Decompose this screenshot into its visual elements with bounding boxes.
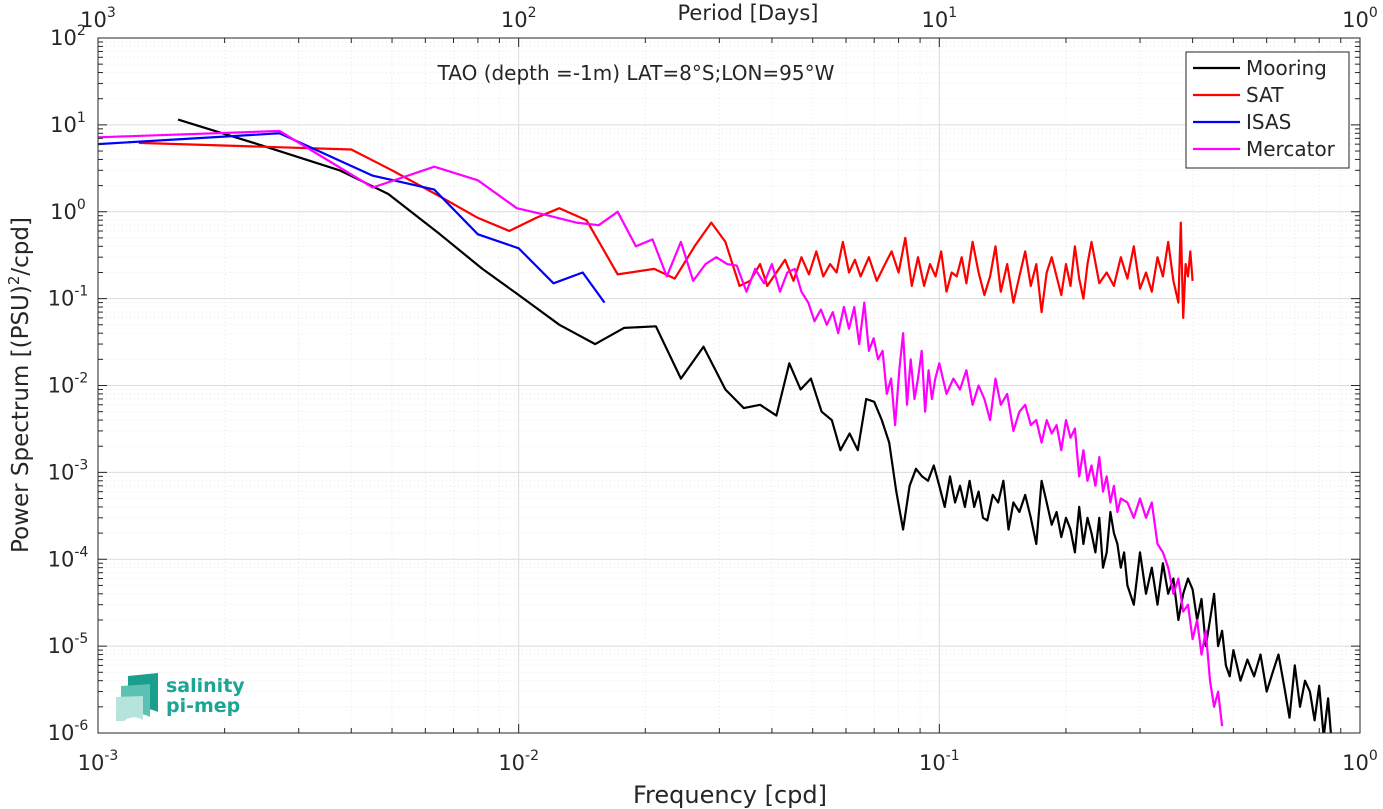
salinity-pi-mep-logo: salinity pi-mep xyxy=(116,673,245,721)
x-tick-label: 100 xyxy=(1342,748,1378,775)
y-tick-label: 10-3 xyxy=(48,457,89,484)
series-mooring-line xyxy=(177,118,1332,733)
tick-marks xyxy=(97,37,1361,734)
top-tick-labels: 103 102 101 100 xyxy=(80,5,1378,32)
x-axis-label: Frequency [cpd] xyxy=(633,781,827,809)
top-tick-label: 100 xyxy=(1342,5,1378,32)
x-tick-label: 10-3 xyxy=(78,748,119,775)
y-tick-labels: 10-6 10-5 10-4 10-3 10-2 10-1 100 101 102 xyxy=(48,23,89,745)
logo-wave-front xyxy=(116,696,143,721)
y-tick-label: 101 xyxy=(50,110,86,137)
legend-label-mercator: Mercator xyxy=(1246,137,1336,161)
y-tick-label: 100 xyxy=(50,197,86,224)
y-tick-label: 10-2 xyxy=(48,371,89,398)
legend-label-sat: SAT xyxy=(1246,83,1284,107)
y-tick-label: 10-6 xyxy=(48,718,89,745)
y-tick-label: 10-4 xyxy=(48,544,89,571)
x-tick-labels: 10-3 10-2 10-1 100 xyxy=(78,748,1378,775)
top-tick-label: 101 xyxy=(922,5,958,32)
chart-title: TAO (depth =-1m) LAT=8°S;LON=95°W xyxy=(437,61,835,85)
series-mercator-line xyxy=(98,129,1224,727)
logo-line1: salinity xyxy=(166,675,245,697)
top-tick-label: 103 xyxy=(80,5,116,32)
series-isas-line xyxy=(98,132,606,304)
legend-label-mooring: Mooring xyxy=(1246,56,1327,80)
y-tick-label: 102 xyxy=(50,23,86,50)
y-tick-label: 10-5 xyxy=(48,631,89,658)
x-tick-label: 10-2 xyxy=(498,748,539,775)
top-tick-label: 102 xyxy=(501,5,537,32)
logo-line2: pi-mep xyxy=(166,695,240,717)
legend: Mooring SAT ISAS Mercator xyxy=(1185,51,1350,169)
x-tick-label: 10-1 xyxy=(919,748,960,775)
legend-label-isas: ISAS xyxy=(1246,110,1291,134)
y-tick-label: 10-1 xyxy=(48,284,89,311)
top-axis-label: Period [Days] xyxy=(678,1,819,25)
series-layer xyxy=(98,118,1332,733)
major-grid xyxy=(97,37,1361,734)
y-axis-label: Power Spectrum [(PSU)2/cpd] xyxy=(5,217,34,553)
